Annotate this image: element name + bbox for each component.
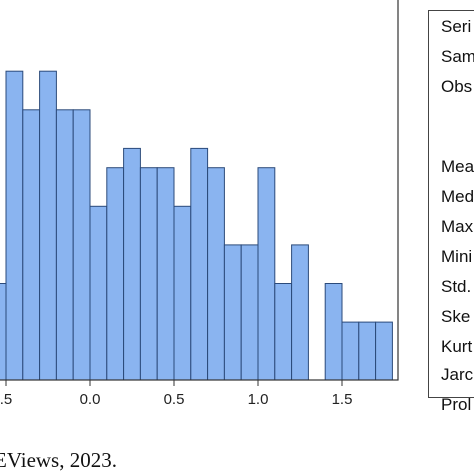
stat-label: Ske	[441, 307, 471, 326]
stat-label: Kurt	[441, 337, 473, 356]
stat-label: Med	[441, 187, 474, 206]
x-tick-label: 0.0	[80, 391, 101, 408]
histogram-bar	[72, 109, 91, 381]
x-tick-label: 0.5	[164, 391, 185, 408]
histogram-bar	[274, 283, 293, 381]
stat-label: Sam	[441, 47, 474, 66]
histogram-bar	[106, 167, 125, 381]
histogram-bar	[156, 167, 175, 381]
histogram-bar	[89, 205, 108, 381]
stat-label: Max	[441, 217, 474, 236]
stat-label: Std.	[441, 277, 472, 296]
stat-label: Prol	[441, 395, 472, 414]
histogram-bar	[123, 147, 141, 381]
histogram-bar	[207, 167, 225, 381]
statistics-panel: Seri Sam Obs Mea Med Max Mini Std. Ske Kurt Jarc Pr…	[428, 10, 474, 414]
x-tick-label: .5	[0, 391, 12, 408]
stat-label: Mea	[441, 157, 474, 176]
histogram-bar	[375, 321, 393, 381]
histogram-bar	[55, 109, 74, 381]
histogram-bar	[39, 70, 57, 381]
x-tick-label: 1.0	[248, 391, 269, 408]
x-axis-ticks: .5 0.0 0.5 1.0 1.5	[0, 380, 352, 408]
histogram-bar	[324, 283, 343, 381]
stat-label: Seri	[441, 17, 472, 36]
x-tick-label: 1.5	[332, 391, 353, 408]
stat-label: Obs	[441, 77, 473, 96]
histogram-bar	[22, 109, 41, 381]
histogram-bars	[0, 70, 393, 381]
histogram-bar	[173, 205, 192, 381]
stat-label: Jarc	[441, 365, 474, 384]
histogram-bar	[190, 147, 209, 381]
source-note: EViews, 2023.	[0, 448, 117, 472]
histogram-bar	[0, 283, 7, 381]
histogram-bar	[139, 167, 158, 381]
histogram-bar	[5, 70, 24, 381]
histogram-bar	[341, 321, 360, 381]
histogram-bar	[240, 244, 259, 381]
histogram-bar	[257, 167, 276, 381]
histogram-bar	[358, 321, 377, 381]
histogram-bar	[223, 244, 242, 381]
plot-frame	[0, 0, 399, 381]
stat-label: Mini	[441, 247, 473, 266]
histogram-bar	[291, 244, 309, 381]
